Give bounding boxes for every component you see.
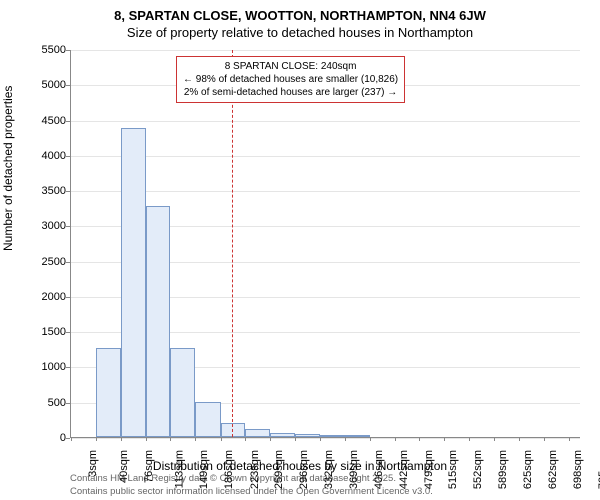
x-tick [146, 437, 147, 441]
x-tick [221, 437, 222, 441]
x-tick [195, 437, 196, 441]
y-tick-label: 3500 [42, 185, 66, 197]
x-tick-label: 406sqm [373, 450, 385, 489]
x-tick [519, 437, 520, 441]
histogram-bar [320, 435, 345, 437]
y-tick-label: 500 [48, 397, 66, 409]
y-tick-label: 4000 [42, 150, 66, 162]
x-tick-label: 332sqm [323, 450, 335, 489]
histogram-bar [270, 433, 294, 437]
grid-line [71, 121, 580, 122]
x-tick [419, 437, 420, 441]
x-tick [245, 437, 246, 441]
plot-area: 8 SPARTAN CLOSE: 240sqm ← 98% of detache… [70, 50, 580, 438]
y-tick-label: 1500 [42, 326, 66, 338]
reference-line [232, 50, 233, 437]
x-tick [544, 437, 545, 441]
x-tick-label: 149sqm [198, 450, 210, 489]
x-tick [295, 437, 296, 441]
x-tick [320, 437, 321, 441]
y-tick [66, 332, 70, 333]
x-tick-label: 223sqm [249, 450, 261, 489]
grid-line [71, 191, 580, 192]
x-tick-label: 552sqm [472, 450, 484, 489]
y-tick-label: 5000 [42, 79, 66, 91]
x-tick [121, 437, 122, 441]
y-tick [66, 226, 70, 227]
title-area: 8, SPARTAN CLOSE, WOOTTON, NORTHAMPTON, … [0, 0, 600, 40]
histogram-bar [96, 348, 120, 437]
grid-line [71, 50, 580, 51]
x-tick [569, 437, 570, 441]
x-tick-label: 698sqm [572, 450, 584, 489]
x-tick-label: 259sqm [273, 450, 285, 489]
y-tick [66, 50, 70, 51]
y-tick [66, 121, 70, 122]
y-tick [66, 438, 70, 439]
y-tick-label: 4500 [42, 115, 66, 127]
x-tick-label: 662sqm [547, 450, 559, 489]
histogram-bar [295, 434, 320, 437]
x-tick [71, 437, 72, 441]
x-tick-label: 369sqm [348, 450, 360, 489]
chart-title-line1: 8, SPARTAN CLOSE, WOOTTON, NORTHAMPTON, … [0, 8, 600, 23]
y-axis-label: Number of detached properties [1, 86, 15, 251]
y-tick-label: 1000 [42, 361, 66, 373]
grid-line [71, 156, 580, 157]
x-tick [494, 437, 495, 441]
x-tick [370, 437, 371, 441]
annotation-line3: 2% of semi-detached houses are larger (2… [183, 86, 398, 99]
x-tick-label: 40sqm [118, 450, 130, 483]
x-tick [270, 437, 271, 441]
chart-title-line2: Size of property relative to detached ho… [0, 25, 600, 40]
y-tick-label: 2500 [42, 256, 66, 268]
x-tick-label: 3sqm [87, 450, 99, 477]
histogram-bar [170, 348, 195, 437]
y-tick-label: 2000 [42, 291, 66, 303]
x-tick [444, 437, 445, 441]
y-tick [66, 156, 70, 157]
y-tick [66, 367, 70, 368]
grid-line [71, 438, 580, 439]
histogram-bar [345, 435, 369, 437]
y-tick [66, 191, 70, 192]
annotation-line2: ← 98% of detached houses are smaller (10… [183, 73, 398, 86]
x-tick-label: 113sqm [173, 450, 185, 488]
x-tick-label: 625sqm [522, 450, 534, 489]
x-tick [469, 437, 470, 441]
histogram-bar [146, 206, 170, 437]
x-tick [395, 437, 396, 441]
x-tick-label: 186sqm [224, 450, 236, 489]
histogram-bar [195, 402, 220, 437]
x-tick-label: 589sqm [498, 450, 510, 489]
x-tick-label: 442sqm [398, 450, 410, 489]
x-tick [96, 437, 97, 441]
x-tick-label: 76sqm [143, 450, 155, 483]
annotation-box: 8 SPARTAN CLOSE: 240sqm ← 98% of detache… [176, 56, 405, 103]
x-tick-label: 515sqm [447, 450, 459, 489]
chart-container: 8, SPARTAN CLOSE, WOOTTON, NORTHAMPTON, … [0, 0, 600, 500]
histogram-bar [245, 429, 270, 437]
x-tick [170, 437, 171, 441]
y-tick-label: 3000 [42, 220, 66, 232]
histogram-bar [121, 128, 146, 437]
x-tick [345, 437, 346, 441]
y-tick [66, 262, 70, 263]
y-tick [66, 85, 70, 86]
x-tick-label: 296sqm [298, 450, 310, 489]
x-tick-label: 479sqm [423, 450, 435, 489]
y-tick [66, 403, 70, 404]
annotation-line1: 8 SPARTAN CLOSE: 240sqm [183, 60, 398, 73]
y-tick-label: 5500 [42, 44, 66, 56]
y-tick [66, 297, 70, 298]
